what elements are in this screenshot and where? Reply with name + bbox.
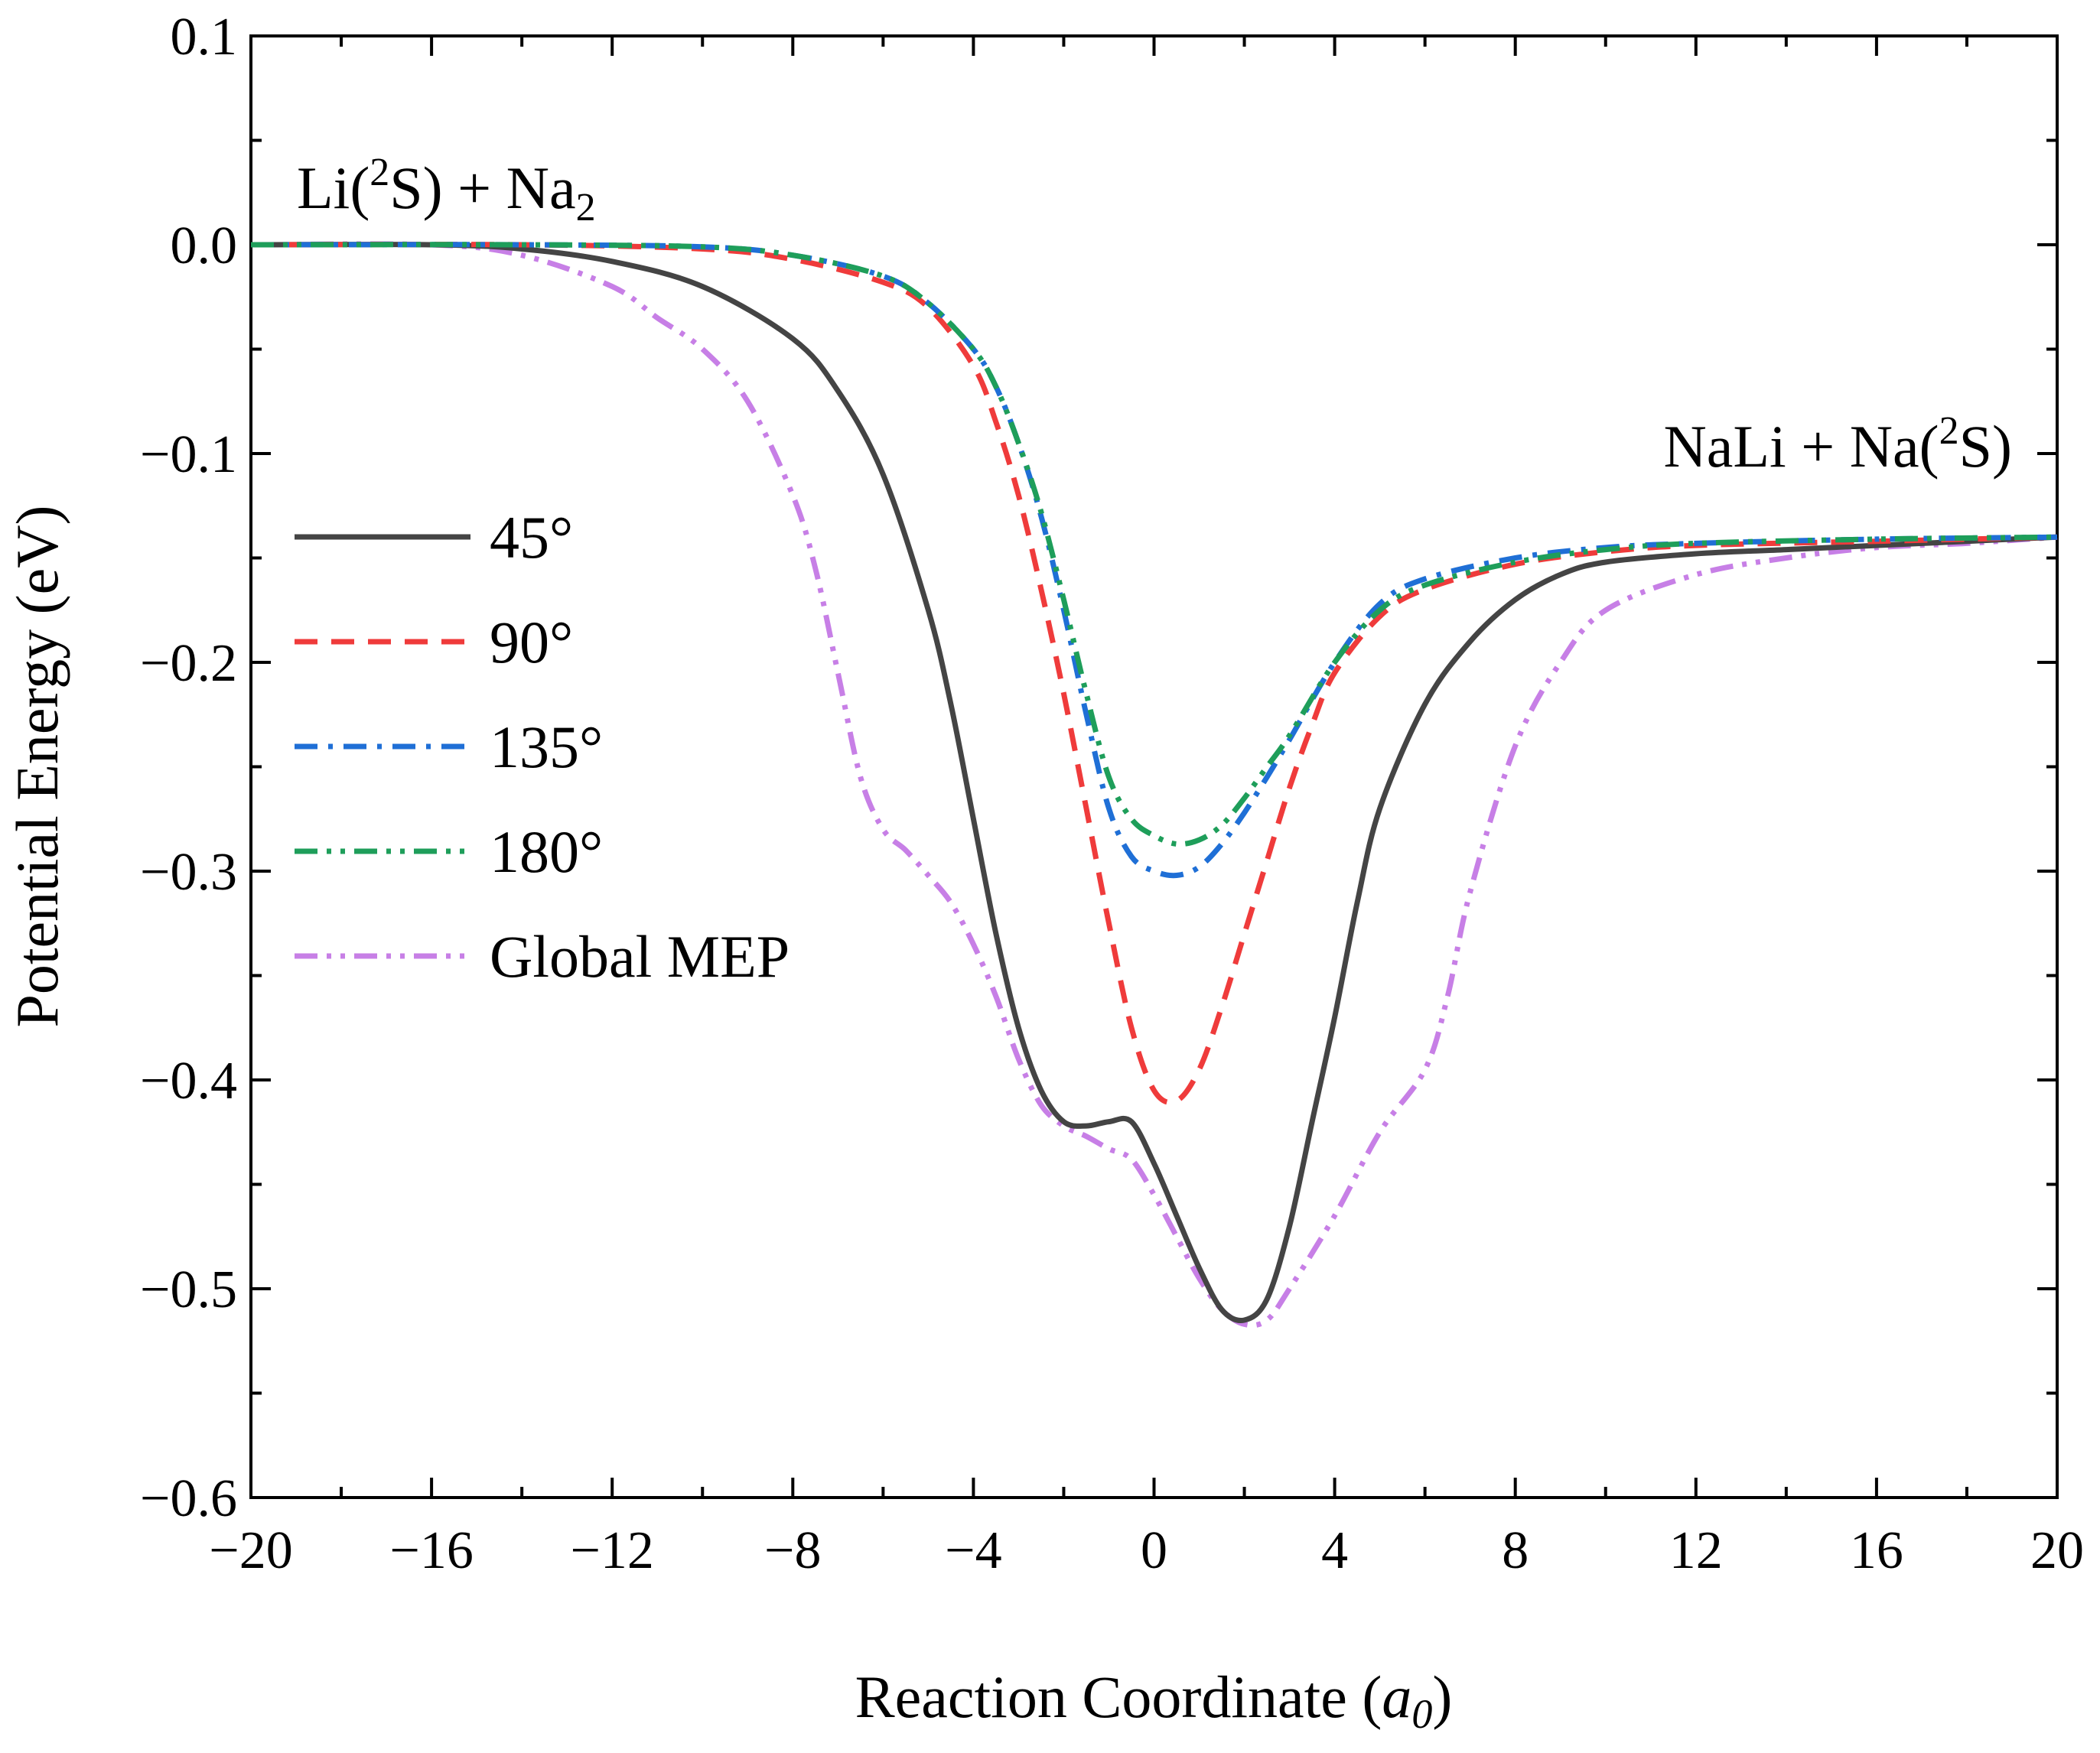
axis-ticks: −20 −16 −12 −8 −4 0 4 8 12 16 20 0.1 0.0 −0.1 −0.2 −0.3…: [140, 8, 2084, 1580]
x-tick-label: 20: [2030, 1521, 2084, 1580]
x-tick-label: −12: [570, 1521, 653, 1580]
series-line-0: [250, 242, 2058, 1324]
legend-label-3: 180°: [490, 818, 603, 885]
x-axis-title: Reaction Coordinate (a0): [855, 1664, 1453, 1737]
y-tick-label: −0.4: [140, 1052, 237, 1111]
legend-label-1: 90°: [490, 609, 573, 675]
x-tick-label: −8: [764, 1521, 821, 1580]
series-line-4: [250, 241, 2058, 1329]
x-tick-label: 12: [1669, 1521, 1723, 1580]
series-line-2: [250, 242, 2058, 879]
y-tick-label: −0.3: [140, 843, 237, 902]
y-axis-title: Potential Energy (eV): [4, 505, 70, 1027]
x-tick-label: −20: [209, 1521, 292, 1580]
legend-label-2: 135°: [490, 714, 603, 780]
series-line-1: [250, 242, 2058, 1105]
x-tick-label: 8: [1502, 1521, 1529, 1580]
x-tick-label: 4: [1321, 1521, 1348, 1580]
legend-label-0: 45°: [490, 504, 573, 571]
y-tick-label: −0.1: [140, 425, 237, 484]
y-tick-label: −0.5: [140, 1260, 237, 1319]
y-tick-label: −0.2: [140, 634, 237, 693]
series-line-3: [250, 242, 2058, 847]
legend: 45° 90° 135° 180° Global MEP: [295, 504, 790, 990]
products-label: NaLi + Na(2S): [1663, 409, 2012, 480]
y-tick-label: 0.1: [171, 8, 238, 67]
reactants-label: Li(2S) + Na2: [297, 151, 596, 229]
x-tick-label: −16: [389, 1521, 473, 1580]
x-tick-label: −4: [945, 1521, 1001, 1580]
y-tick-label: 0.0: [171, 216, 238, 275]
x-tick-label: 0: [1141, 1521, 1167, 1580]
legend-label-4: Global MEP: [490, 923, 790, 990]
series-layer: [250, 241, 2058, 1329]
x-tick-label: 16: [1850, 1521, 1903, 1580]
y-tick-label: −0.6: [140, 1469, 237, 1528]
